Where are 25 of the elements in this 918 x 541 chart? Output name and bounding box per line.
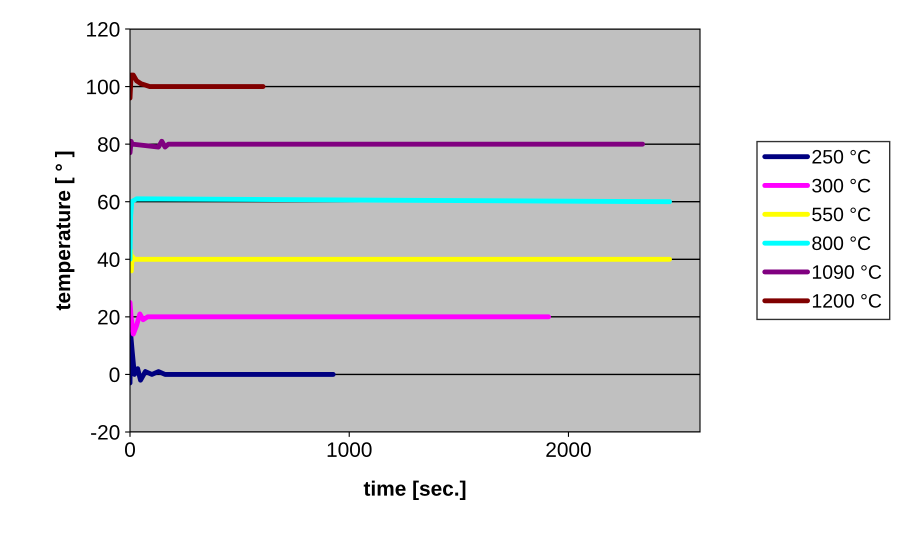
x-tick-label: 0 xyxy=(125,442,135,458)
x-tick-label: 1000 xyxy=(328,442,372,458)
legend-label: 1200 °C xyxy=(812,294,882,308)
y-tick-label: 20 xyxy=(98,310,120,325)
y-tick-label: 100 xyxy=(87,80,120,94)
legend-label: 250 °C xyxy=(812,150,870,164)
line-series xyxy=(130,248,672,274)
y-tick-label: -20 xyxy=(91,425,120,440)
y-tick-label: 40 xyxy=(98,252,120,268)
legend-label: 800 °C xyxy=(812,236,870,250)
x-tick-label: 2000 xyxy=(546,442,591,458)
line-series xyxy=(130,332,336,386)
legend-label: 300 °C xyxy=(812,178,870,192)
y-tick-label: 0 xyxy=(110,367,120,382)
legend-label: 550 °C xyxy=(812,208,870,222)
y-tick-label: 80 xyxy=(98,137,120,152)
y-tick-label: 60 xyxy=(98,194,120,210)
y-tick-label: 120 xyxy=(87,22,120,37)
line-series xyxy=(130,196,672,262)
legend-label: 1090 °C xyxy=(812,265,882,279)
line-series xyxy=(130,300,551,337)
x-axis-title: time [sec.] xyxy=(364,480,466,500)
line-series xyxy=(130,138,645,156)
y-axis-title: temperature [ ° ] xyxy=(54,152,74,310)
line-series xyxy=(130,72,266,101)
